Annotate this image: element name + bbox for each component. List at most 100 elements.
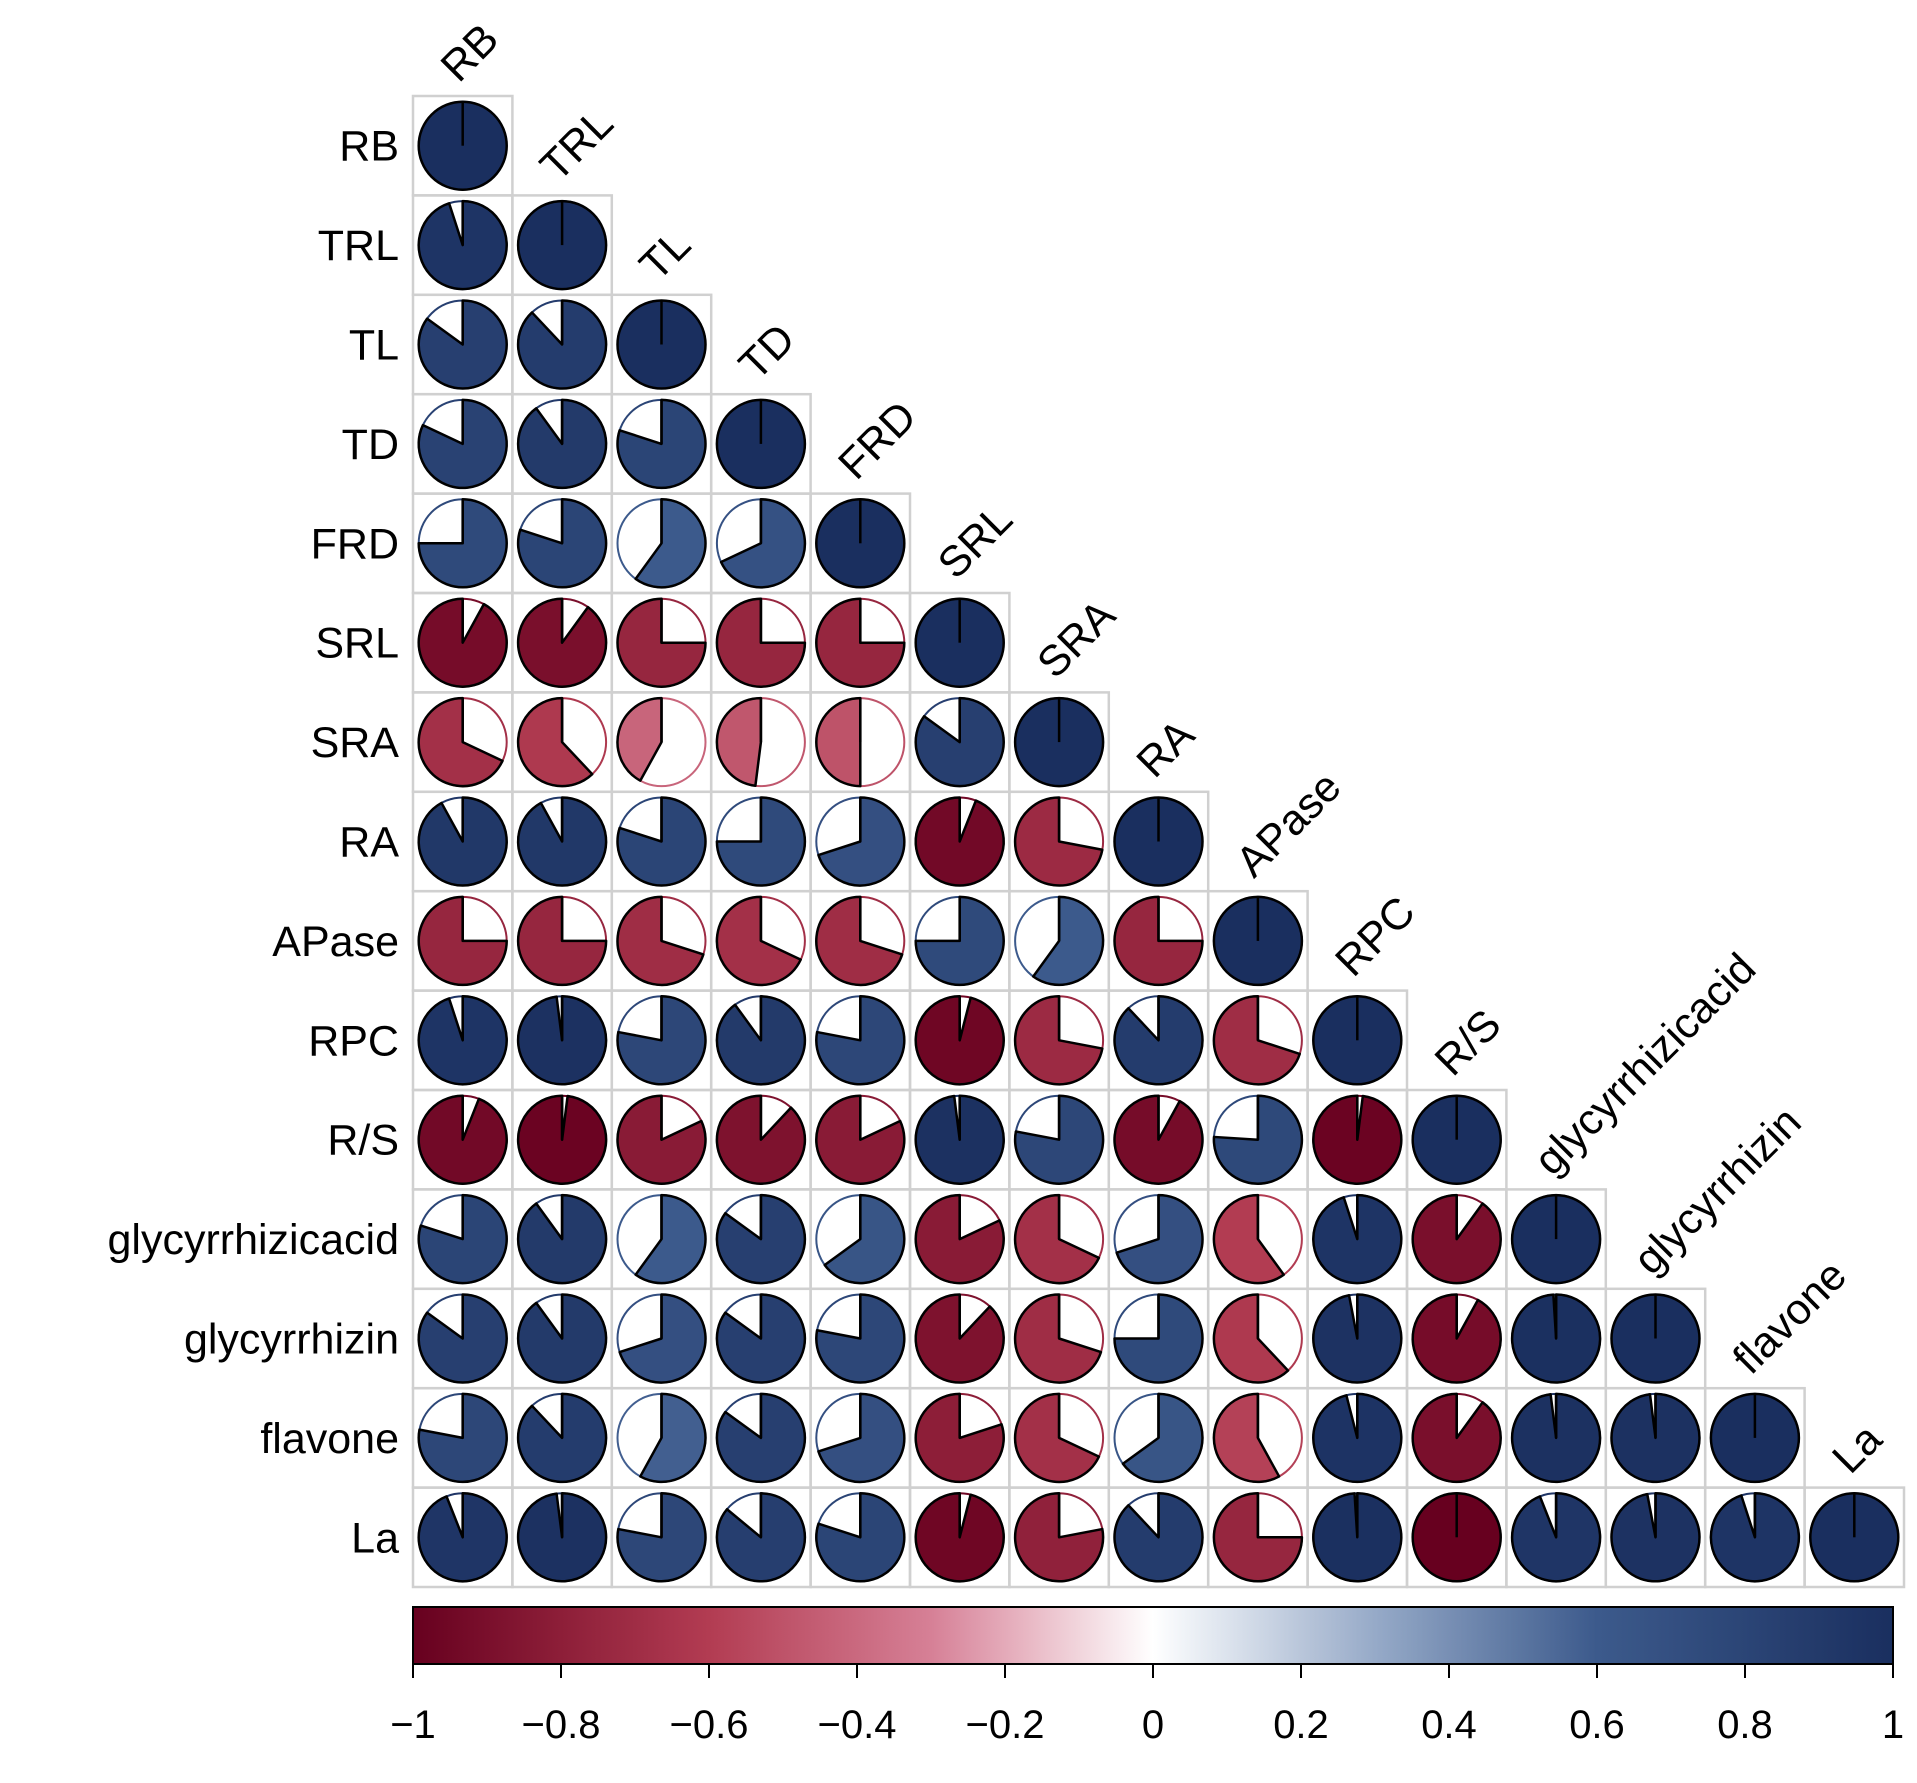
cell-frd-tl: [616, 498, 707, 589]
cell-flavone-apase-pie: [1212, 1392, 1281, 1484]
cell-glycyrrhizicacid-r-s: [1411, 1193, 1502, 1285]
cell-la-td: [715, 1492, 807, 1583]
cell-r-s-frd: [815, 1094, 906, 1185]
cell-ra-td-pie: [715, 796, 807, 887]
cell-la-srl: [914, 1492, 1005, 1583]
cell-flavone-rpc-pie: [1312, 1392, 1403, 1484]
cell-srl-trl: [516, 597, 608, 688]
cell-apase-tl: [616, 895, 707, 987]
cell-glycyrrhizin-apase: [1212, 1293, 1303, 1384]
cell-r-s-srl: [914, 1094, 1005, 1185]
cell-frd-trl: [516, 498, 608, 589]
cell-r-s-rb: [417, 1094, 508, 1185]
cell-la-r-s: [1411, 1492, 1502, 1583]
cell-glycyrrhizin-ra: [1113, 1293, 1204, 1384]
column-label-la: La: [1823, 1415, 1891, 1483]
cell-flavone-glycyrrhizicacid: [1510, 1392, 1602, 1484]
cell-flavone-sra-pie: [1013, 1392, 1101, 1484]
cell-apase-trl-pie: [516, 895, 608, 987]
cell-glycyrrhizicacid-tl-pie: [634, 1193, 707, 1285]
cell-sra-tl: [616, 696, 707, 788]
colorbar-tick-label: 0: [1142, 1703, 1164, 1747]
column-label-rpc: RPC: [1326, 888, 1424, 986]
cell-frd-td: [715, 498, 807, 589]
cell-frd-frd: [815, 498, 906, 589]
cell-srl-tl: [616, 597, 707, 688]
cell-sra-srl: [914, 696, 1005, 788]
cell-apase-srl: [914, 895, 1005, 987]
cell-glycyrrhizin-srl: [914, 1293, 1005, 1384]
row-label-ra: RA: [339, 819, 399, 867]
cell-flavone-apase: [1212, 1392, 1303, 1484]
colorbar-tick-label: −0.6: [670, 1703, 749, 1747]
colorbar-tick-label: −0.2: [966, 1703, 1045, 1747]
cell-glycyrrhizicacid-rpc: [1312, 1193, 1403, 1285]
cell-glycyrrhizicacid-srl: [914, 1193, 1005, 1285]
cell-glycyrrhizin-r-s: [1411, 1293, 1502, 1384]
cell-td-td: [715, 398, 807, 490]
cell-sra-frd: [815, 696, 906, 788]
cell-glycyrrhizin-ra-pie: [1113, 1293, 1204, 1384]
cell-la-glycyrrhizicacid: [1510, 1492, 1602, 1583]
cell-flavone-sra: [1013, 1392, 1105, 1484]
cell-flavone-srl: [914, 1392, 1005, 1484]
cell-apase-apase: [1212, 895, 1304, 987]
cell-flavone-tl-pie: [639, 1392, 707, 1484]
cell-glycyrrhizicacid-frd: [815, 1193, 906, 1285]
cell-glycyrrhizicacid-trl: [516, 1193, 608, 1285]
cell-r-s-rpc: [1312, 1094, 1403, 1185]
cell-apase-srl-pie: [914, 895, 1005, 987]
cell-flavone-rb: [417, 1392, 508, 1484]
cell-glycyrrhizin-rb-pie: [417, 1293, 508, 1384]
cell-glycyrrhizicacid-apase: [1212, 1193, 1303, 1285]
row-label-flavone: flavone: [260, 1415, 399, 1463]
cell-flavone-ra: [1113, 1392, 1204, 1484]
cell-ra-trl: [516, 796, 608, 887]
cell-glycyrrhizin-frd: [815, 1293, 906, 1384]
cell-r-s-sra: [1013, 1094, 1105, 1185]
cell-apase-frd: [815, 895, 906, 987]
column-label-r-s: R/S: [1426, 1000, 1511, 1085]
cell-frd-rb: [417, 498, 508, 589]
cell-la-flavone: [1709, 1492, 1801, 1583]
cell-srl-rb: [417, 597, 508, 688]
cell-srl-srl: [914, 597, 1005, 688]
row-label-frd: FRD: [311, 520, 399, 568]
cell-glycyrrhizin-glycyrrhizin: [1610, 1293, 1701, 1384]
row-label-r-s: R/S: [327, 1117, 399, 1165]
colorbar-tick-label: −1: [390, 1703, 436, 1747]
cell-rpc-srl: [914, 995, 1005, 1086]
cell-trl-rb: [417, 199, 508, 291]
cell-sra-rb-pie: [417, 696, 504, 788]
row-label-tl: TL: [349, 322, 399, 370]
cell-glycyrrhizin-rpc: [1312, 1293, 1403, 1384]
colorbar-tick-label: 0.4: [1421, 1703, 1477, 1747]
cell-tl-tl: [616, 299, 707, 390]
cell-la-ra: [1113, 1492, 1204, 1583]
cell-sra-tl-pie: [616, 696, 663, 782]
cell-flavone-td-pie: [715, 1392, 807, 1484]
cell-la-rpc: [1312, 1492, 1403, 1583]
cell-apase-td-pie: [715, 895, 802, 987]
cell-glycyrrhizin-tl: [616, 1293, 707, 1384]
pie-markers: [417, 100, 1900, 1583]
cell-la-tl: [616, 1492, 707, 1583]
cell-la-rb: [417, 1492, 508, 1583]
cell-glycyrrhizicacid-glycyrrhizicacid: [1510, 1193, 1602, 1285]
cell-glycyrrhizin-rb: [417, 1293, 508, 1384]
cell-tl-trl: [516, 299, 608, 390]
colorbar-tick-label: −0.8: [522, 1703, 601, 1747]
column-label-ra: RA: [1128, 710, 1204, 786]
cell-sra-td: [715, 696, 806, 788]
cell-glycyrrhizin-td-pie: [715, 1293, 807, 1384]
cell-la-apase: [1212, 1492, 1304, 1583]
cell-la-sra: [1013, 1492, 1105, 1583]
row-label-glycyrrhizicacid: glycyrrhizicacid: [107, 1216, 399, 1264]
cell-srl-td: [715, 597, 807, 688]
cell-glycyrrhizicacid-sra-pie: [1013, 1193, 1101, 1285]
colorbar-gradient: [412, 1606, 1894, 1665]
cell-frd-td-pie: [719, 498, 807, 589]
colorbar: −1 −0.8 −0.6 −0.4 −0.2 0 0.2 0.4 0.6 0.8 1: [390, 1606, 1904, 1747]
